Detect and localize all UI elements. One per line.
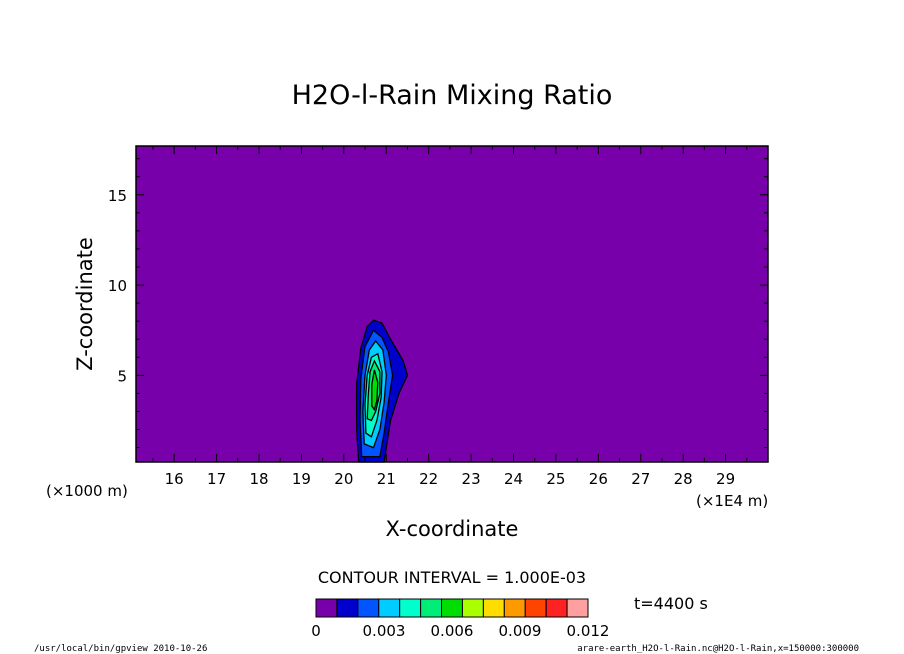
plot-frame (135, 145, 769, 463)
x-axis-label: X-coordinate (386, 517, 519, 541)
x-tick-label: 29 (716, 470, 735, 488)
x-tick-label: 27 (631, 470, 650, 488)
x-unit-left: (×1000 m) (46, 482, 128, 500)
x-axis-ticks: 16 17 18 19 20 21 22 23 24 25 26 27 28 29 (152, 146, 748, 488)
colorbar-swatch (336, 598, 359, 618)
colorbar-swatch (524, 598, 547, 618)
y-tick-label: 15 (108, 187, 127, 205)
colorbar-tick-label: 0.006 (431, 622, 474, 640)
colorbar-swatch (357, 598, 380, 618)
plot-area: 16 17 18 19 20 21 22 23 24 25 26 27 28 29 5 10 15 (108, 145, 769, 488)
colorbar-tick-label: 0.003 (363, 622, 406, 640)
colorbar-swatch (420, 598, 443, 618)
colorbar-swatch (482, 598, 505, 618)
x-tick-label: 17 (207, 470, 226, 488)
colorbar-tick-label: 0.012 (567, 622, 610, 640)
y-tick-label: 10 (108, 277, 127, 295)
colorbar-swatch (378, 598, 401, 618)
chart-title: H2O-l-Rain Mixing Ratio (292, 80, 613, 111)
contour-fills (355, 319, 409, 463)
x-tick-label: 23 (462, 470, 481, 488)
colorbar-swatch (461, 598, 484, 618)
plot-background (136, 146, 768, 462)
colorbar-swatch (503, 598, 526, 618)
x-tick-label: 26 (589, 470, 608, 488)
footer-right: arare-earth_H2O-l-Rain.nc@H2O-l-Rain,x=1… (577, 644, 859, 654)
x-tick-label: 25 (546, 470, 565, 488)
colorbar (315, 598, 589, 618)
x-tick-label: 22 (419, 470, 438, 488)
y-axis-ticks: 5 10 15 (108, 158, 768, 449)
x-tick-label: 21 (377, 470, 396, 488)
x-tick-label: 20 (334, 470, 353, 488)
colorbar-tick-label: 0.009 (499, 622, 542, 640)
time-label: t=4400 s (634, 594, 708, 613)
colorbar-tick-labels: 0 0.003 0.006 0.009 0.012 (311, 622, 609, 640)
x-tick-label: 16 (165, 470, 184, 488)
x-tick-label: 18 (249, 470, 268, 488)
contour-level-6 (371, 369, 379, 412)
x-tick-label: 24 (504, 470, 523, 488)
contour-interval-label: CONTOUR INTERVAL = 1.000E-03 (318, 568, 586, 587)
y-tick-label: 5 (117, 367, 127, 385)
colorbar-swatch (315, 598, 338, 618)
x-tick-label: 28 (674, 470, 693, 488)
x-tick-label: 19 (292, 470, 311, 488)
colorbar-swatch (566, 598, 589, 618)
y-axis-label: Z-coordinate (73, 237, 97, 371)
colorbar-tick-label: 0 (311, 622, 321, 640)
footer-left: /usr/local/bin/gpview 2010-10-26 (34, 644, 207, 654)
colorbar-swatch (545, 598, 568, 618)
colorbar-swatch (441, 598, 463, 618)
colorbar-swatch (399, 598, 422, 618)
x-unit-right: (×1E4 m) (696, 492, 768, 510)
